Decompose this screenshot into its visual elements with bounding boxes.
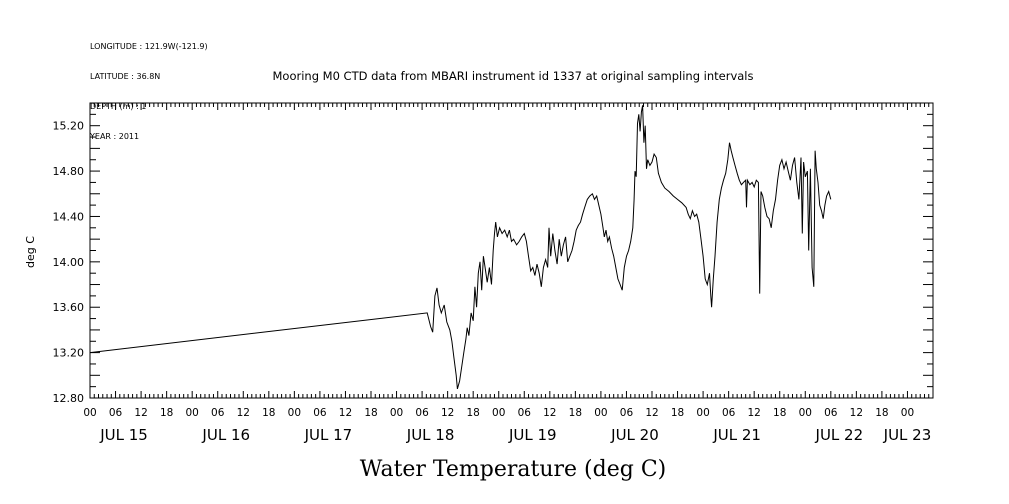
x-hour-tick-label: 06	[313, 407, 327, 419]
x-hour-tick-label: 06	[722, 407, 736, 419]
x-day-label: JUL 20	[610, 426, 659, 444]
y-tick-label: 12.80	[53, 392, 85, 405]
metadata-block: LONGITUDE : 121.9W(-121.9) LATITUDE : 36…	[90, 22, 208, 152]
x-day-label: JUL 17	[304, 426, 353, 444]
x-axis-title: Water Temperature (deg C)	[360, 457, 667, 482]
meta-latitude: LATITUDE : 36.8N	[90, 72, 161, 81]
x-day-label: JUL 21	[712, 426, 761, 444]
x-hour-tick-label: 12	[645, 407, 658, 419]
x-hour-tick-label: 00	[799, 407, 812, 419]
x-hour-tick-label: 00	[288, 407, 301, 419]
x-hour-tick-label: 18	[773, 407, 786, 419]
x-hour-tick-label: 00	[901, 407, 914, 419]
axis-labels: 00 06 12 18 00 06 12 18 00 06 12 18 00 06 12 18 00 06 12 18…	[53, 120, 932, 444]
x-hour-tick-label: 06	[620, 407, 634, 419]
y-tick-label: 15.20	[53, 120, 85, 133]
y-tick-label: 14.40	[53, 210, 85, 223]
x-day-label: JUL 19	[508, 426, 557, 444]
x-hour-tick-label: 06	[211, 407, 225, 419]
x-hour-tick-label: 06	[518, 407, 532, 419]
x-hour-tick-label: 06	[824, 407, 838, 419]
x-hour-tick-label: 12	[441, 407, 454, 419]
x-hour-tick-label: 18	[262, 407, 275, 419]
x-hour-tick-label: 18	[160, 407, 173, 419]
x-hour-tick-label: 12	[237, 407, 250, 419]
plot-frame	[89, 102, 934, 399]
x-hour-tick-label: 00	[185, 407, 198, 419]
x-hour-tick-label: 00	[696, 407, 709, 419]
y-tick-label: 14.80	[53, 165, 85, 178]
meta-depth: DEPTH (m) : 1	[90, 102, 147, 111]
x-day-label: JUL 23	[883, 426, 932, 444]
x-hour-tick-label: 06	[415, 407, 429, 419]
x-hour-tick-label: 18	[466, 407, 479, 419]
x-hour-tick-label: 12	[339, 407, 352, 419]
x-day-label: JUL 22	[815, 426, 864, 444]
y-tick-label: 13.60	[53, 301, 85, 314]
x-hour-tick-label: 00	[83, 407, 96, 419]
x-hour-tick-label: 12	[850, 407, 863, 419]
x-hour-tick-label: 18	[569, 407, 582, 419]
x-day-label: JUL 16	[201, 426, 250, 444]
chart-title: Mooring M0 CTD data from MBARI instrumen…	[273, 69, 754, 83]
x-day-label: JUL 18	[406, 426, 455, 444]
x-hour-tick-label: 12	[543, 407, 556, 419]
x-hour-tick-label: 18	[671, 407, 684, 419]
y-tick-label: 13.20	[53, 347, 85, 360]
x-hour-tick-label: 00	[390, 407, 403, 419]
temperature-line	[89, 105, 832, 390]
x-hour-tick-label: 12	[747, 407, 760, 419]
x-hour-tick-label: 00	[492, 407, 505, 419]
meta-year: YEAR : 2011	[90, 132, 140, 141]
x-day-label: JUL 15	[99, 426, 148, 444]
x-hour-tick-label: 12	[134, 407, 147, 419]
axis-ticks	[89, 102, 934, 399]
x-hour-tick-label: 06	[109, 407, 123, 419]
x-hour-tick-label: 18	[364, 407, 377, 419]
meta-longitude: LONGITUDE : 121.9W(-121.9)	[90, 42, 208, 51]
x-hour-tick-label: 00	[594, 407, 607, 419]
y-axis-label: deg C	[24, 236, 37, 268]
y-tick-label: 14.00	[53, 256, 85, 269]
x-hour-tick-label: 18	[875, 407, 888, 419]
